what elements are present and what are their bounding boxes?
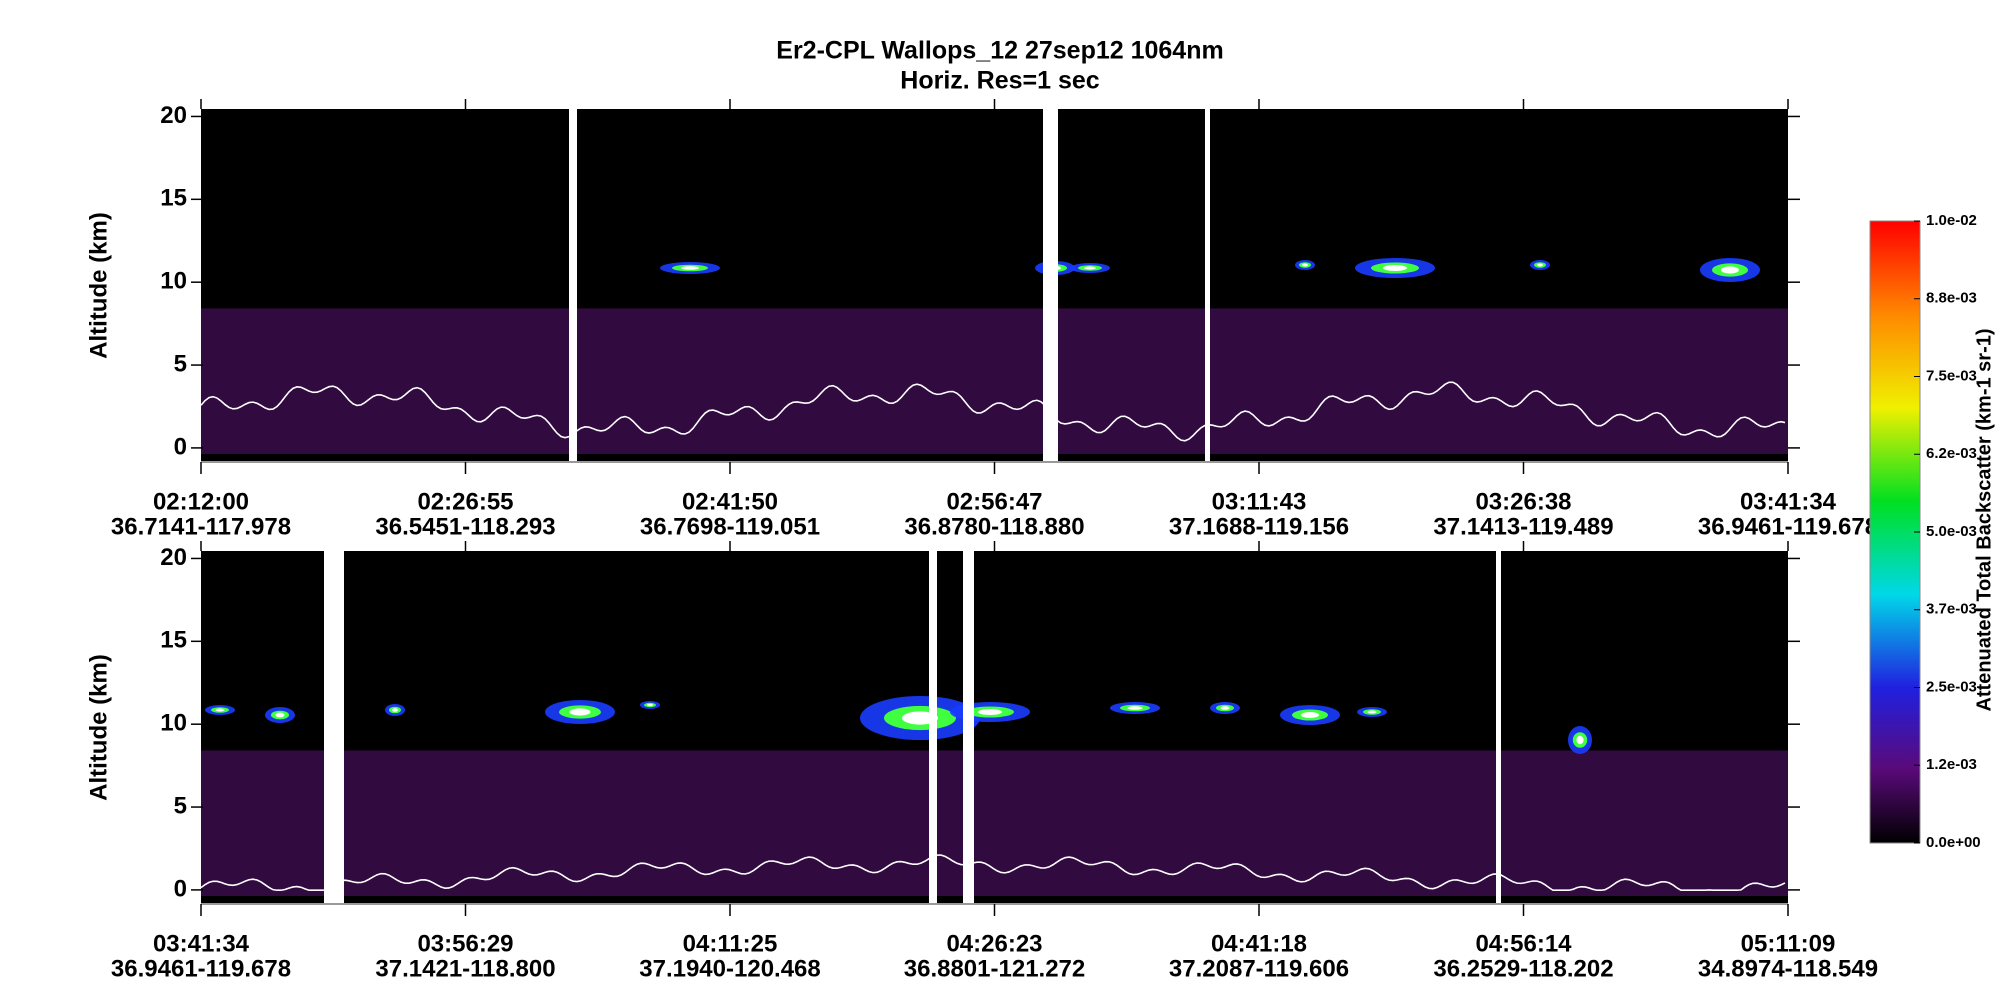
x-tick-time: 02:26:55: [417, 488, 513, 515]
x-tick-time: 02:56:47: [946, 488, 1042, 515]
cloud-peak: [1367, 710, 1377, 714]
y-tick-label: 10: [160, 710, 187, 737]
data-gap: [569, 109, 577, 462]
x-tick-location: 36.8801-121.272: [904, 955, 1086, 982]
chart-title: Er2-CPL Wallops_12 27sep12 1064nm: [776, 37, 1223, 65]
data-gap: [1496, 551, 1501, 904]
x-tick-time: 04:56:14: [1475, 930, 1572, 957]
colorbar: [1869, 220, 1921, 844]
x-tick-time: 04:26:23: [946, 930, 1042, 957]
x-tick-location: 37.2087-119.606: [1169, 955, 1349, 982]
colorbar-tick-label: 7.5e-03: [1926, 367, 1977, 384]
cloud-peak: [647, 703, 653, 707]
x-tick-time: 04:11:25: [683, 930, 778, 957]
chart-subtitle: Horiz. Res=1 sec: [900, 67, 1100, 95]
cloud-peak: [681, 266, 699, 270]
data-gap: [1043, 109, 1058, 462]
y-axis-label: Altitude (km): [85, 654, 112, 801]
surface-return: [200, 854, 1786, 892]
x-tick-time: 03:41:34: [153, 930, 250, 957]
data-gap: [929, 551, 937, 904]
cloud-peak: [1127, 706, 1143, 710]
y-tick-label: 5: [174, 350, 187, 377]
colorbar-tick-label: 1.0e-02: [1926, 212, 1977, 229]
data-gap: [324, 551, 344, 904]
y-tick-label: 10: [160, 268, 187, 295]
x-tick-time: 02:41:50: [682, 488, 778, 515]
y-tick-label: 15: [160, 185, 187, 212]
cloud-peak: [1721, 266, 1739, 274]
x-tick-time: 03:26:38: [1475, 488, 1571, 515]
x-tick-location: 37.1688-119.156: [1169, 513, 1349, 540]
y-tick-label: 20: [160, 102, 187, 129]
colorbar-tick-label: 1.2e-03: [1926, 756, 1977, 773]
cloud-peak: [1301, 712, 1319, 718]
cloud-peak: [275, 712, 285, 718]
y-tick-label: 0: [174, 875, 187, 902]
cloud-peak: [1220, 706, 1230, 710]
x-tick-location: 37.1940-120.468: [639, 955, 821, 982]
x-tick-time: 03:56:29: [417, 930, 513, 957]
x-tick-location: 36.5451-118.293: [375, 513, 555, 540]
cloud-peak: [978, 709, 1002, 715]
x-tick-time: 03:41:34: [1740, 488, 1837, 515]
x-tick-location: 37.1421-118.800: [375, 955, 555, 982]
x-tick-location: 34.8974-118.549: [1698, 955, 1878, 982]
colorbar-tick-label: 2.5e-03: [1926, 678, 1977, 695]
x-tick-location: 36.8780-118.880: [904, 513, 1084, 540]
cloud-peak: [1383, 265, 1407, 271]
x-tick-time: 04:41:18: [1211, 930, 1307, 957]
x-tick-location: 36.2529-118.202: [1433, 955, 1613, 982]
y-tick-label: 20: [160, 544, 187, 571]
cloud-peak: [1302, 263, 1308, 267]
data-gap: [963, 551, 974, 904]
cloud-peak: [215, 708, 225, 712]
x-tick-time: 03:11:43: [1212, 488, 1307, 515]
y-tick-label: 0: [174, 433, 187, 460]
colorbar-label: Attenuated Total Backscatter (km-1 sr-1): [1973, 328, 1995, 711]
aerosol-layer: [201, 750, 1788, 896]
cloud-peak: [1537, 263, 1543, 267]
x-tick-location: 36.7141-117.978: [111, 513, 291, 540]
colorbar-tick-label: 5.0e-03: [1926, 523, 1977, 540]
cloud-peak: [1576, 735, 1584, 745]
colorbar-tick-label: 6.2e-03: [1926, 445, 1977, 462]
cloud-peak: [1084, 266, 1096, 270]
colorbar-tick-label: 0.0e+00: [1926, 834, 1981, 851]
colorbar-tick-label: 3.7e-03: [1926, 601, 1977, 618]
x-tick-location: 36.9461-119.678: [1698, 513, 1878, 540]
cloud-peak: [392, 708, 398, 712]
x-tick-time: 05:11:09: [1741, 930, 1836, 957]
x-tick-location: 37.1413-119.489: [1433, 513, 1613, 540]
data-gap: [1205, 109, 1210, 462]
y-axis-label: Altitude (km): [85, 212, 112, 359]
cloud-peak: [569, 708, 591, 716]
colorbar-tick-label: 8.8e-03: [1926, 290, 1977, 307]
surface-return: [200, 381, 1786, 442]
x-tick-time: 02:12:00: [153, 488, 249, 515]
x-tick-location: 36.7698-119.051: [640, 513, 820, 540]
x-tick-location: 36.9461-119.678: [111, 955, 291, 982]
y-tick-label: 15: [160, 627, 187, 654]
y-tick-label: 5: [174, 792, 187, 819]
aerosol-layer: [201, 308, 1788, 454]
